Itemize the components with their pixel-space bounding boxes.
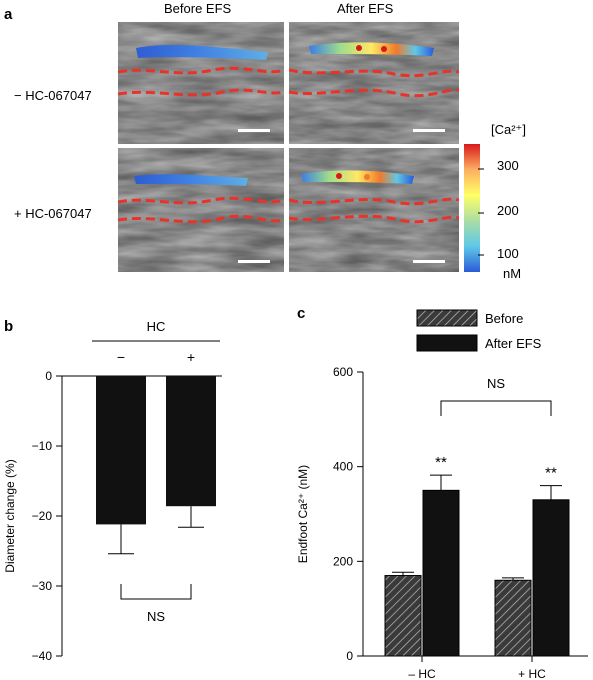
group-label: HC <box>147 319 166 334</box>
x-tick-label: – HC <box>408 667 436 680</box>
scale-bar <box>413 260 445 263</box>
sign-label: − <box>117 349 125 365</box>
y-tick-label: −10 <box>32 439 53 453</box>
row-label-plus-hc: + HC-067047 <box>14 206 92 221</box>
panel-a-letter: a <box>4 6 13 23</box>
y-tick-label: 0 <box>45 369 52 383</box>
ns-label: NS <box>487 376 505 391</box>
bar <box>166 376 216 507</box>
colorbar-ticks <box>478 168 484 256</box>
col-label-before: Before EFS <box>164 1 232 16</box>
chart-c: 0 200 400 600 Endfoot Ca²⁺ (nM) ** – HC ** + HC N… <box>296 309 588 680</box>
y-tick-label: −30 <box>32 579 53 593</box>
row-label-minus-hc: − HC-067047 <box>14 88 92 103</box>
y-tick-label: 0 <box>346 649 353 663</box>
colorbar-unit: nM <box>503 266 522 281</box>
bar <box>494 579 532 657</box>
y-tick-label: −40 <box>32 649 53 663</box>
bar <box>384 575 422 657</box>
ns-bracket <box>440 400 552 416</box>
colorbar-tick-100: 100 <box>497 246 519 261</box>
sign-label: + <box>187 349 195 365</box>
ns-label: NS <box>147 609 165 624</box>
panel-c-letter: c <box>297 305 306 322</box>
bar <box>422 489 460 657</box>
significance-stars: ** <box>435 454 447 471</box>
bar <box>96 376 146 525</box>
legend-label: After EFS <box>485 336 542 351</box>
colorbar <box>464 144 480 272</box>
micrograph-before-plus <box>118 148 284 272</box>
y-axis-label: Endfoot Ca²⁺ (nM) <box>296 465 310 563</box>
legend-label: Before <box>485 311 523 326</box>
bar <box>532 499 570 657</box>
legend-swatch <box>416 309 478 327</box>
chart-b: 0 −10 −20 −30 −40 Diameter change (%) HC − + NS <box>3 319 222 663</box>
micrograph-after-plus <box>289 148 459 272</box>
col-label-after: After EFS <box>337 1 394 16</box>
y-tick-label: 600 <box>333 365 353 379</box>
legend-swatch <box>416 334 478 352</box>
y-axis-label: Diameter change (%) <box>3 459 17 572</box>
ns-bracket <box>120 584 192 600</box>
y-tick-label: −20 <box>32 509 53 523</box>
y-tick-label: 400 <box>333 460 353 474</box>
colorbar-tick-300: 300 <box>497 158 519 173</box>
scale-bar <box>238 129 270 132</box>
scale-bar <box>413 129 445 132</box>
significance-stars: ** <box>545 465 557 482</box>
micrograph-after-minus <box>289 22 459 144</box>
colorbar-title: [Ca²⁺] <box>491 122 527 137</box>
panel-b-letter: b <box>4 318 14 335</box>
scale-bar <box>238 260 270 263</box>
colorbar-tick-200: 200 <box>497 203 519 218</box>
x-tick-label: + HC <box>518 667 546 680</box>
y-tick-label: 200 <box>333 554 353 568</box>
micrograph-before-minus <box>118 22 284 144</box>
